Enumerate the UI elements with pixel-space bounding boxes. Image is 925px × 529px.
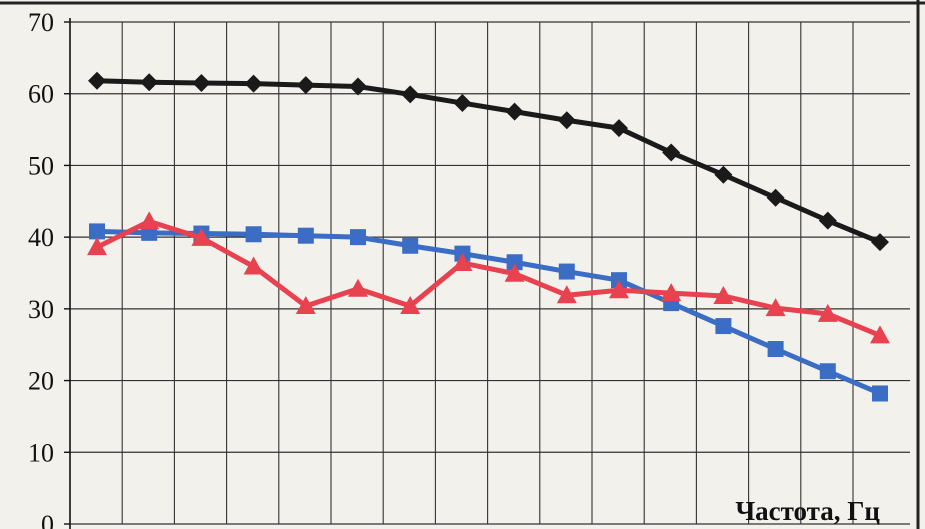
data-point — [871, 233, 889, 252]
series-line — [96, 228, 881, 396]
data-point — [295, 295, 316, 314]
data-point — [191, 227, 212, 246]
data-point — [611, 272, 627, 289]
data-point — [714, 165, 733, 184]
y-tick-label: 10 — [28, 438, 54, 467]
data-point — [662, 143, 681, 162]
data-point — [872, 385, 888, 402]
data-point — [767, 341, 784, 358]
data-point — [556, 285, 577, 304]
series-diamond — [88, 71, 889, 252]
data-point — [400, 295, 421, 314]
series-square — [89, 223, 888, 402]
data-point — [297, 227, 314, 244]
data-point — [558, 263, 575, 280]
data-point — [766, 188, 785, 207]
data-point — [609, 280, 629, 299]
data-point — [244, 74, 263, 93]
y-tick-label: 50 — [28, 151, 54, 180]
series-layer — [87, 71, 890, 402]
data-point — [192, 73, 211, 92]
data-point — [817, 303, 838, 322]
data-point — [87, 237, 107, 256]
axes — [64, 18, 71, 529]
data-point — [296, 76, 315, 95]
data-point — [88, 71, 106, 90]
grid — [70, 21, 910, 525]
data-point — [610, 119, 628, 138]
data-point — [349, 77, 367, 96]
data-point — [401, 85, 420, 104]
data-point — [245, 226, 262, 243]
data-point — [453, 94, 472, 113]
data-point — [505, 102, 524, 121]
data-point — [819, 363, 836, 380]
data-point — [452, 252, 473, 271]
data-point — [348, 278, 368, 297]
data-point — [140, 73, 159, 92]
series-line — [95, 218, 881, 338]
data-point — [713, 285, 734, 304]
y-tick-label: 20 — [28, 367, 54, 396]
data-point — [350, 229, 366, 246]
x-axis-label: Частота, Гц — [735, 496, 880, 526]
data-point — [504, 263, 525, 282]
data-point — [243, 256, 264, 275]
data-point — [402, 237, 419, 254]
data-point — [139, 211, 160, 230]
y-tick-label: 0 — [41, 510, 54, 529]
data-point — [715, 318, 732, 335]
data-point — [818, 211, 837, 230]
data-point — [557, 111, 576, 130]
series-triangle — [87, 211, 890, 344]
data-point — [661, 283, 682, 302]
y-tick-label: 60 — [28, 80, 54, 109]
data-point — [870, 325, 890, 344]
data-point — [765, 298, 786, 317]
y-tick-label: 70 — [28, 8, 54, 37]
labels: 0 10 20 30 40 50 60 70 Частота, Гц — [28, 8, 880, 529]
series-line — [96, 78, 881, 245]
data-point — [506, 254, 523, 271]
data-point — [89, 223, 105, 240]
y-tick-label: 40 — [28, 223, 54, 252]
y-tick-label: 30 — [28, 295, 54, 324]
